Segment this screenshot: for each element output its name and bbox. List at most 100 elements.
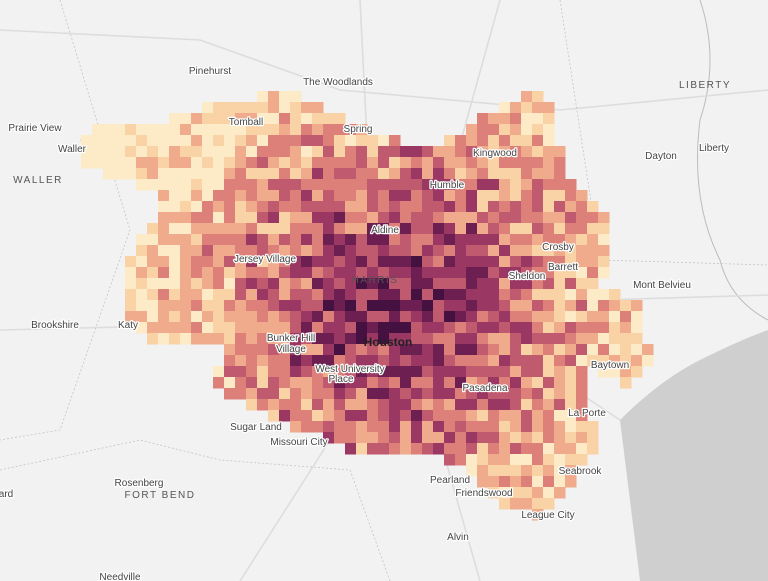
tract <box>301 366 313 378</box>
tract <box>488 410 500 422</box>
tract <box>400 212 412 224</box>
tract <box>389 190 401 202</box>
tract <box>345 432 357 444</box>
tract <box>235 201 247 213</box>
tract <box>444 256 456 268</box>
tract <box>477 245 489 257</box>
tract <box>312 377 324 389</box>
tract <box>477 311 489 323</box>
tract <box>191 135 203 147</box>
tract <box>323 300 335 312</box>
tract <box>246 267 258 279</box>
tract <box>477 289 489 301</box>
tract <box>180 113 192 125</box>
tract <box>400 190 412 202</box>
tract <box>565 333 577 345</box>
tract <box>389 355 401 367</box>
tract <box>334 322 346 334</box>
tract <box>268 322 280 334</box>
tract <box>213 278 225 290</box>
tract <box>521 179 533 191</box>
tract <box>488 179 500 191</box>
tract <box>301 190 313 202</box>
tract <box>521 399 533 411</box>
tract <box>114 168 126 180</box>
tract <box>158 245 170 257</box>
tract <box>367 355 379 367</box>
tract <box>389 157 401 169</box>
tract <box>466 289 478 301</box>
tract <box>565 344 577 356</box>
tract <box>444 223 456 235</box>
tract <box>147 289 159 301</box>
tract <box>587 344 599 356</box>
tract <box>235 289 247 301</box>
tract <box>312 168 324 180</box>
tract <box>587 311 599 323</box>
tract <box>532 377 544 389</box>
tract <box>444 135 456 147</box>
tract <box>587 212 599 224</box>
tract <box>367 289 379 301</box>
tract <box>279 212 291 224</box>
tract <box>290 333 302 345</box>
tract <box>301 289 313 301</box>
tract <box>411 168 423 180</box>
tract <box>499 388 511 400</box>
tract <box>103 124 115 136</box>
tract <box>532 124 544 136</box>
tract <box>488 344 500 356</box>
tract <box>455 377 467 389</box>
tract <box>312 322 324 334</box>
tract <box>389 179 401 191</box>
tract <box>499 168 511 180</box>
tract <box>411 333 423 345</box>
tract <box>334 366 346 378</box>
tract <box>587 322 599 334</box>
tract <box>224 124 236 136</box>
tract <box>642 344 654 356</box>
tract <box>466 300 478 312</box>
place-label: Dayton <box>645 151 677 162</box>
tract <box>301 300 313 312</box>
place-label: Rosenberg <box>115 478 164 489</box>
tract <box>169 113 181 125</box>
tract <box>334 168 346 180</box>
tract <box>620 311 632 323</box>
tract <box>279 157 291 169</box>
tract <box>521 454 533 466</box>
tract <box>257 91 269 103</box>
tract <box>565 267 577 279</box>
tract <box>169 212 181 224</box>
tract <box>334 300 346 312</box>
tract <box>367 377 379 389</box>
tract <box>620 355 632 367</box>
tract <box>565 245 577 257</box>
tract <box>554 443 566 455</box>
tract <box>532 421 544 433</box>
tract <box>81 146 93 158</box>
tract <box>213 245 225 257</box>
tract <box>466 432 478 444</box>
tract <box>477 234 489 246</box>
tract <box>356 333 368 345</box>
tract <box>367 223 379 235</box>
tract <box>466 366 478 378</box>
tract <box>378 311 390 323</box>
tract <box>499 399 511 411</box>
tract <box>268 267 280 279</box>
place-label: ard <box>0 489 13 500</box>
tract <box>125 278 137 290</box>
tract <box>367 311 379 323</box>
tract <box>488 355 500 367</box>
tract <box>543 377 555 389</box>
tract <box>268 333 280 345</box>
tract <box>455 355 467 367</box>
tract <box>477 388 489 400</box>
tract <box>400 366 412 378</box>
tract <box>477 421 489 433</box>
tract <box>235 366 247 378</box>
tract <box>389 245 401 257</box>
tract <box>389 311 401 323</box>
tract <box>224 234 236 246</box>
